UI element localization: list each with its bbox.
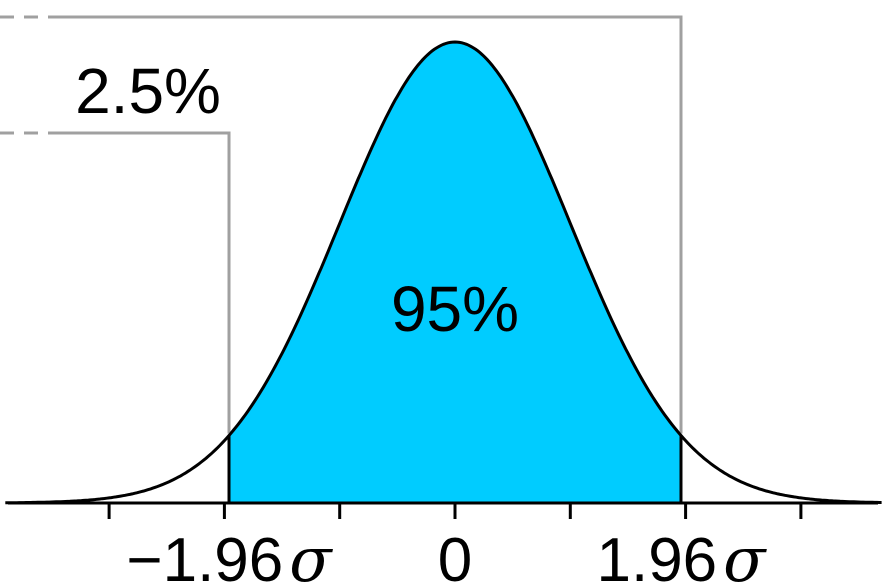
tick-label-number: 1.96 (596, 526, 717, 586)
x-tick-label: 1.96σ (596, 523, 767, 586)
x-tick-label: 0 (438, 526, 472, 586)
lower-tail-leader-line (62, 131, 231, 434)
sigma-symbol: σ (289, 523, 333, 586)
sigma-symbol: σ (723, 523, 767, 586)
tail-area-label: 2.5% (75, 55, 221, 127)
upper-tail-leader-line (62, 15, 683, 434)
density-curve (5, 40, 882, 505)
center-area-label: 95% (391, 273, 519, 345)
x-axis-ticks (107, 503, 803, 519)
tick-label-number: −1.96 (126, 526, 283, 586)
x-axis-tick-labels: −1.96σ 0 1.96σ (126, 523, 767, 586)
leader-lines (0, 15, 683, 434)
tick-label-number: 0 (438, 526, 472, 586)
central-shaded-area (229, 42, 681, 503)
x-tick-label: −1.96σ (126, 523, 333, 586)
interval-bound-lines (227, 435, 683, 503)
